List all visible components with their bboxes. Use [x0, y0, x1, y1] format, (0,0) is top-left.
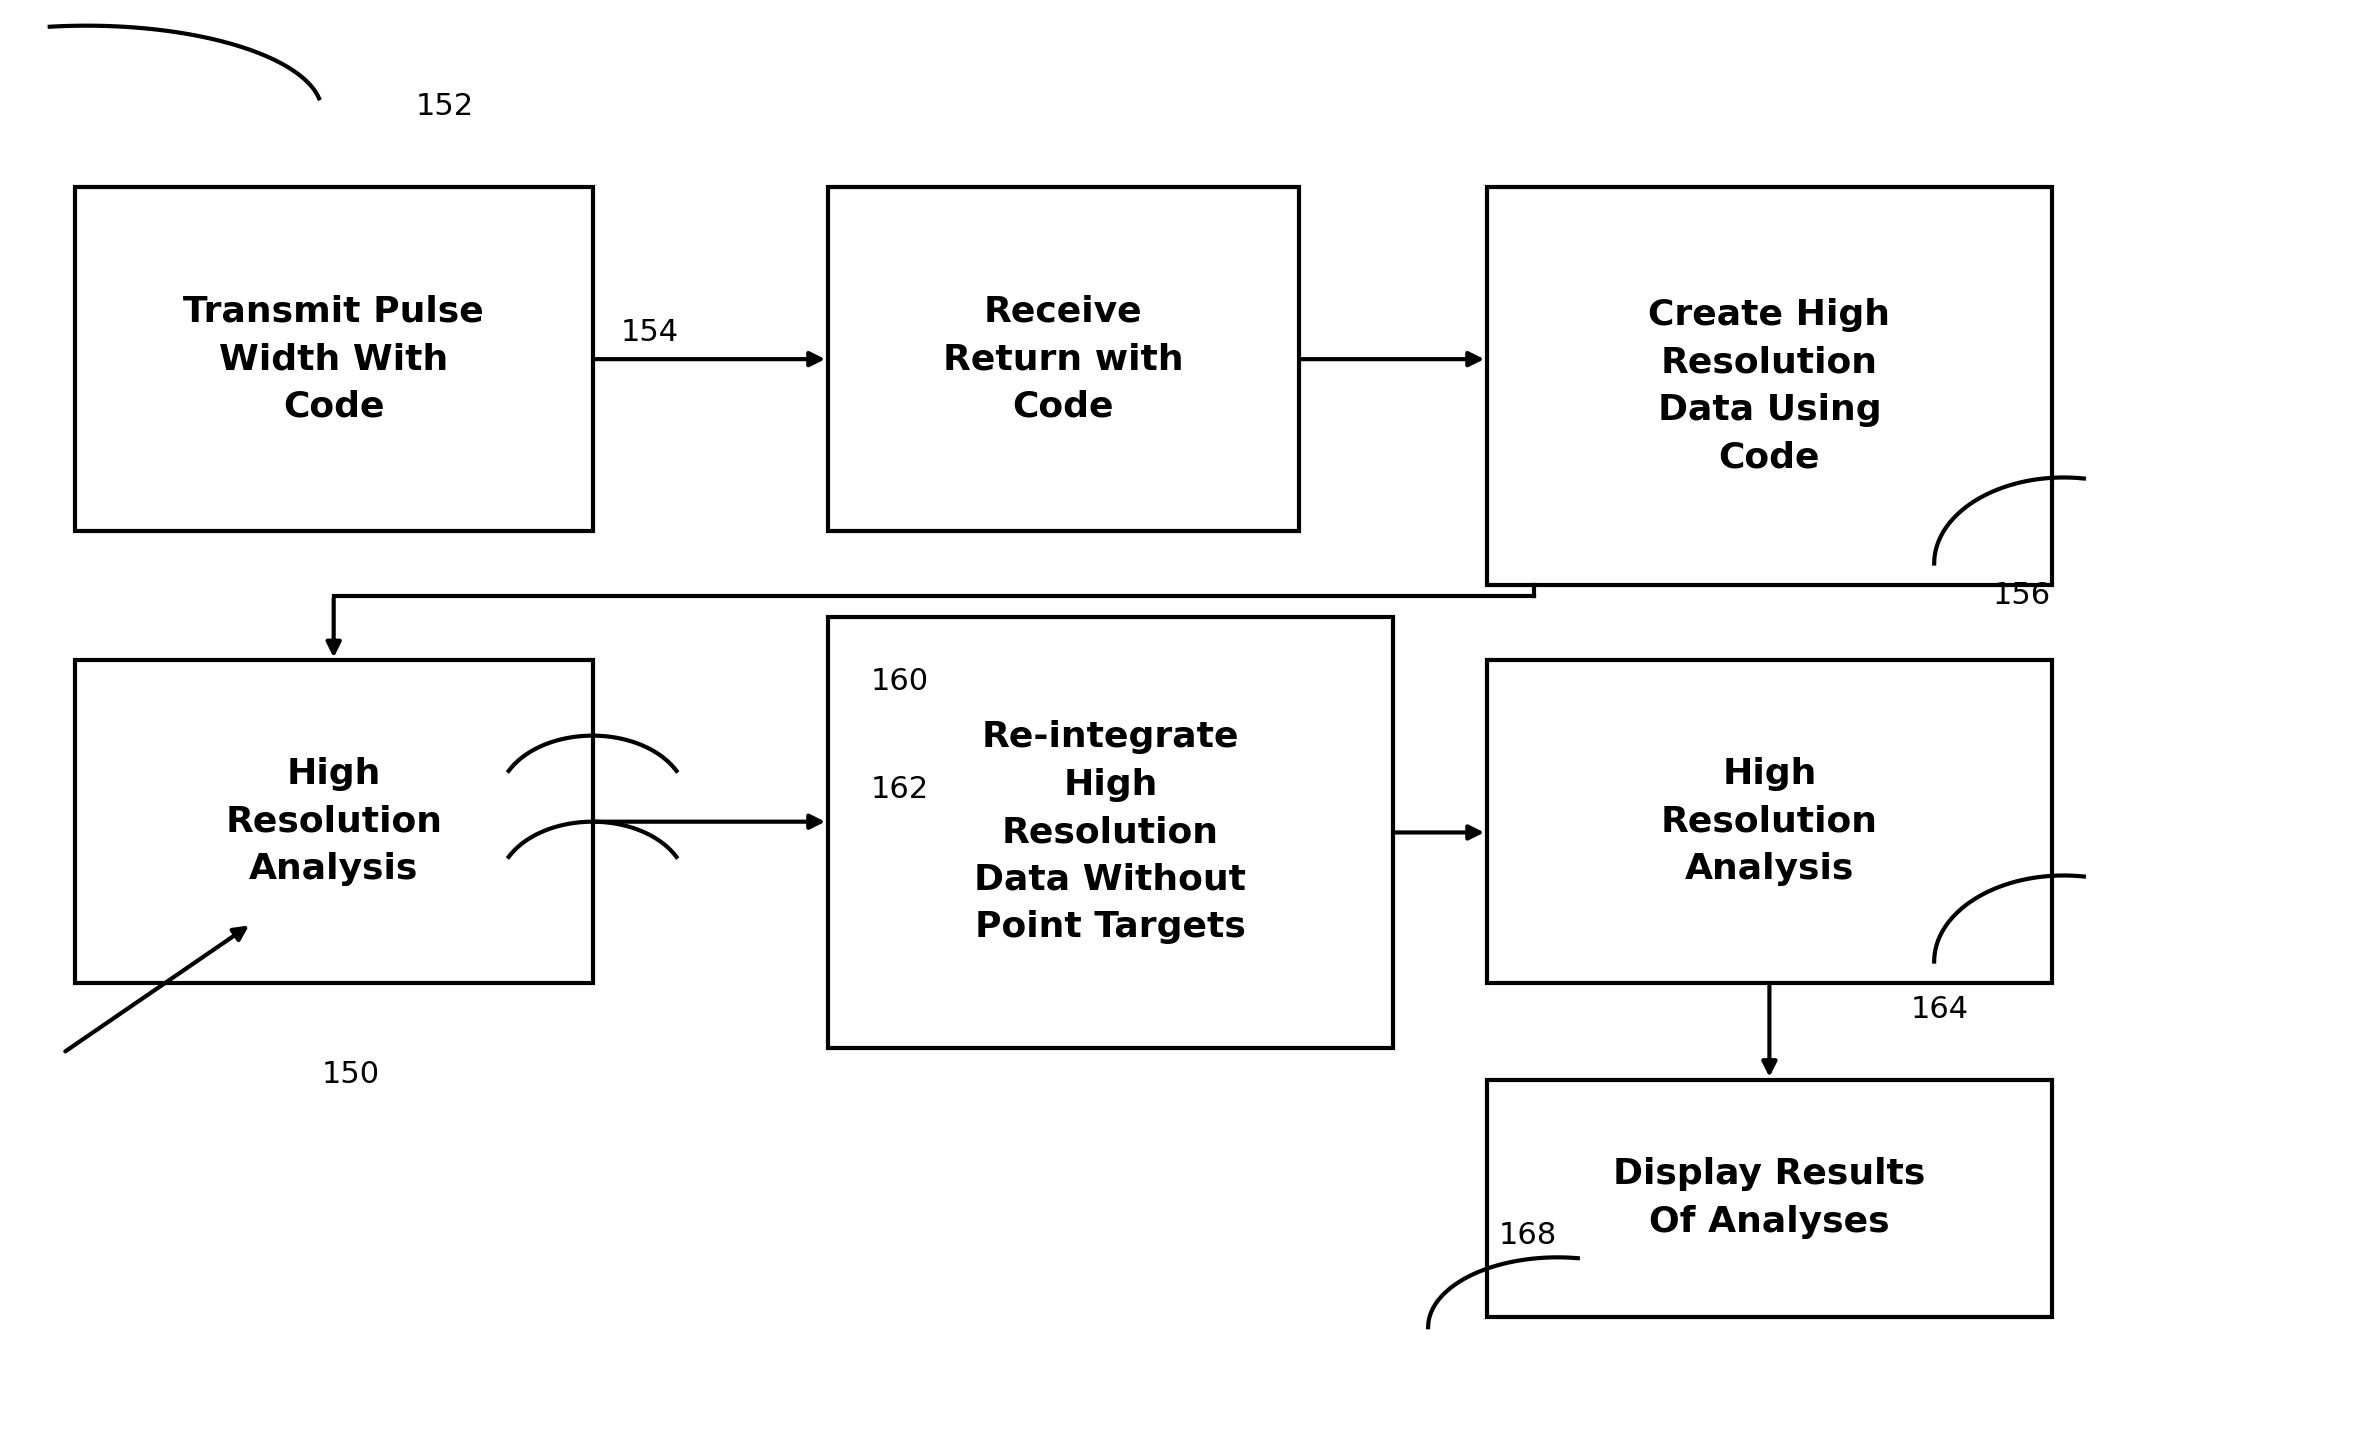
Text: Receive
Return with
Code: Receive Return with Code	[942, 295, 1183, 423]
Text: High
Resolution
Analysis: High Resolution Analysis	[1660, 757, 1878, 886]
Text: 164: 164	[1911, 996, 1970, 1025]
Text: 156: 156	[1994, 581, 2050, 610]
Text: Create High
Resolution
Data Using
Code: Create High Resolution Data Using Code	[1649, 298, 1890, 475]
FancyBboxPatch shape	[829, 187, 1299, 531]
Text: 168: 168	[1500, 1222, 1557, 1250]
FancyBboxPatch shape	[76, 187, 593, 531]
Text: 150: 150	[321, 1061, 380, 1089]
FancyBboxPatch shape	[1488, 661, 2053, 983]
Text: High
Resolution
Analysis: High Resolution Analysis	[224, 757, 442, 886]
Text: 152: 152	[416, 92, 475, 121]
Text: Transmit Pulse
Width With
Code: Transmit Pulse Width With Code	[184, 295, 484, 423]
Text: Display Results
Of Analyses: Display Results Of Analyses	[1613, 1157, 1925, 1239]
FancyBboxPatch shape	[829, 617, 1394, 1048]
Text: 162: 162	[869, 776, 928, 804]
FancyBboxPatch shape	[1488, 187, 2053, 586]
Text: 160: 160	[869, 668, 928, 696]
Text: 154: 154	[621, 318, 678, 347]
FancyBboxPatch shape	[1488, 1079, 2053, 1317]
FancyBboxPatch shape	[76, 661, 593, 983]
Text: Re-integrate
High
Resolution
Data Without
Point Targets: Re-integrate High Resolution Data Withou…	[976, 721, 1247, 944]
